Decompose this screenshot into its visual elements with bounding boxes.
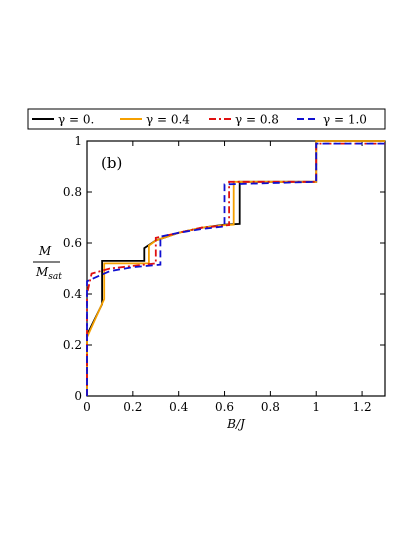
y-label-denominator-base: M (35, 265, 49, 279)
x-tick-label: 1.2 (353, 400, 372, 414)
y-tick-label: 0.4 (63, 287, 82, 301)
x-tick-label: 0.8 (261, 400, 280, 414)
series-lines (86, 140, 385, 396)
x-tick-label: 0.2 (123, 400, 142, 414)
y-tick-label: 0 (74, 389, 82, 403)
y-label-denominator-sub: sat (48, 272, 62, 282)
legend-label: γ = 0.8 (235, 113, 279, 127)
y-tick-label: 0.6 (63, 236, 82, 250)
y-tick-label: 1 (74, 134, 82, 148)
y-tick-label: 0.2 (63, 338, 82, 352)
series-line (86, 140, 385, 396)
x-tick-label: 1 (312, 400, 320, 414)
panel-label: (b) (101, 154, 122, 172)
axis-labels: B/J M Msat (33, 244, 246, 431)
y-axis: 0 0.2 0.4 0.6 0.8 1 (63, 134, 385, 403)
x-tick-label: 0.4 (169, 400, 188, 414)
x-axis: 0 0.2 0.4 0.6 0.8 1 1.2 (83, 141, 372, 414)
x-tick-label: 0 (83, 400, 91, 414)
legend: γ = 0. γ = 0.4 γ = 0.8 γ = 1.0 (27, 108, 386, 130)
legend-label: γ = 0. (58, 113, 94, 127)
legend-label: γ = 1.0 (323, 113, 367, 127)
legend-label: γ = 0.4 (146, 113, 190, 127)
y-label-denominator: Msat (35, 265, 62, 282)
plot-frame (86, 140, 386, 397)
legend-box (27, 108, 386, 130)
plot-area: 0 0.2 0.4 0.6 0.8 1 1.2 0 0.2 0.4 0.6 0.8 1 (b) (63, 134, 386, 414)
series-line (86, 140, 385, 396)
series-line (86, 142, 385, 396)
y-label-numerator: M (38, 244, 52, 258)
x-tick-label: 0.6 (215, 400, 234, 414)
y-axis-label: M Msat (33, 244, 62, 282)
x-axis-label: B/J (226, 417, 246, 431)
y-tick-label: 0.8 (63, 185, 82, 199)
